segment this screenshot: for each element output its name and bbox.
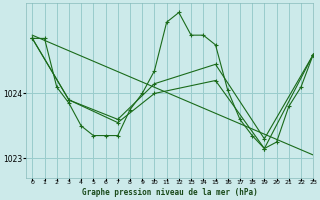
X-axis label: Graphe pression niveau de la mer (hPa): Graphe pression niveau de la mer (hPa) [82, 188, 258, 197]
